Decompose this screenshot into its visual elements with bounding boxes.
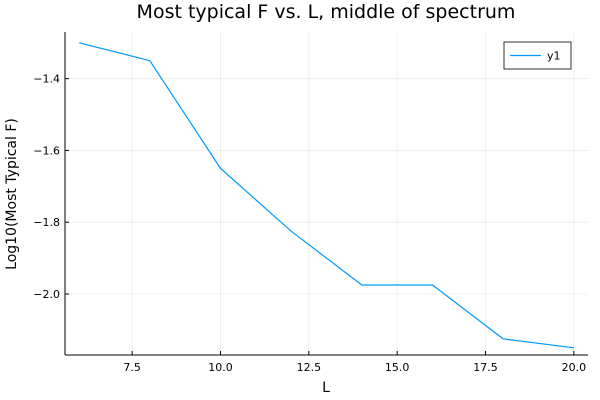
y-tick-label-2: −1.8 — [33, 216, 60, 229]
x-tick-label-4: 17.5 — [473, 361, 498, 374]
series-layer — [78, 42, 574, 349]
x-tick-label-5: 20.0 — [562, 361, 587, 374]
y-tick-label-3: −2.0 — [33, 288, 60, 301]
y-axis-label: Log10(Most Typical F) — [4, 118, 20, 270]
y-tick-label-0: −1.4 — [33, 73, 60, 86]
legend-label: y1 — [547, 50, 561, 63]
axes-layer: 7.5 10.0 12.5 15.0 17.5 20.0 −1.4 −1.6 −1.8 −2.0 — [33, 32, 588, 374]
series-line-0 — [78, 42, 574, 349]
legend: y1 — [503, 41, 572, 70]
grid-layer — [65, 32, 588, 355]
x-tick-label-0: 7.5 — [123, 361, 141, 374]
x-tick-label-2: 12.5 — [297, 361, 322, 374]
chart-title: Most typical F vs. L, middle of spectrum — [137, 1, 516, 23]
x-axis-label: L — [322, 380, 330, 396]
x-tick-label-1: 10.0 — [208, 361, 233, 374]
y-tick-label-1: −1.6 — [33, 144, 60, 157]
x-tick-label-3: 15.0 — [385, 361, 410, 374]
